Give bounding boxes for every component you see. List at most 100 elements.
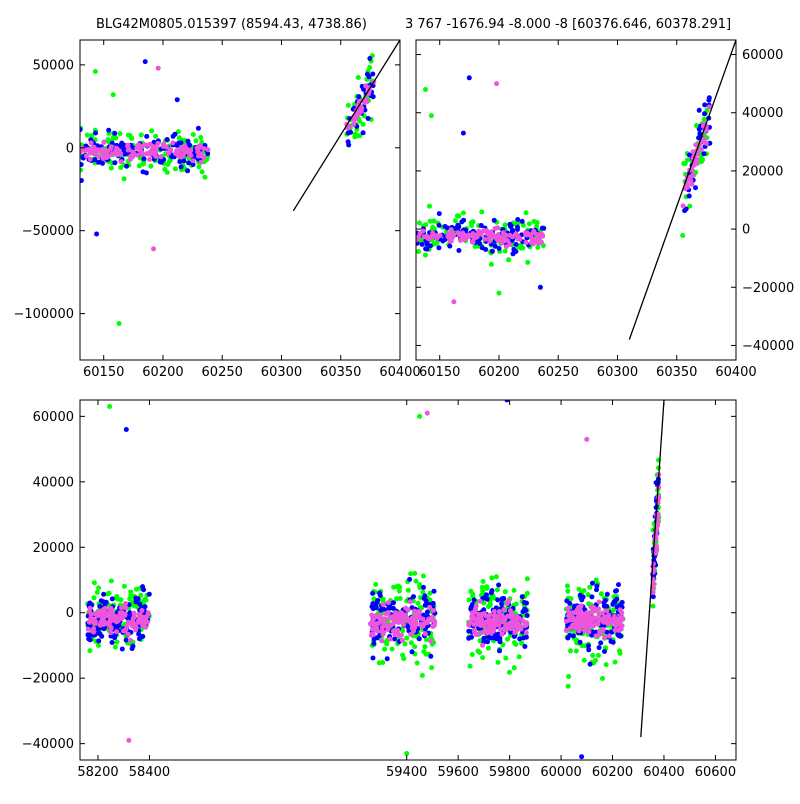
outlier-point bbox=[126, 737, 132, 743]
blue-point bbox=[195, 125, 201, 131]
magenta-point bbox=[376, 620, 382, 626]
magenta-point bbox=[698, 146, 704, 152]
magenta-point bbox=[596, 599, 602, 605]
green-point bbox=[565, 588, 571, 594]
panel-top-right: 60150 60200 60250 60300 60350 60400 60000 40000… bbox=[415, 39, 794, 380]
blue-point bbox=[170, 133, 176, 139]
green-point bbox=[617, 650, 623, 656]
green-point bbox=[502, 589, 508, 595]
green-point bbox=[80, 167, 84, 173]
green-point bbox=[87, 648, 93, 654]
blue-point bbox=[106, 127, 112, 133]
magenta-point bbox=[654, 543, 659, 549]
magenta-point bbox=[114, 618, 120, 624]
magenta-point bbox=[153, 144, 159, 150]
magenta-point bbox=[607, 618, 613, 624]
magenta-point bbox=[147, 157, 152, 162]
magenta-point bbox=[143, 624, 149, 630]
magenta-point bbox=[532, 237, 538, 243]
magenta-point bbox=[504, 624, 509, 630]
x-tick-label: 60250 bbox=[202, 365, 243, 380]
blue-point bbox=[469, 634, 474, 640]
magenta-point bbox=[688, 174, 694, 180]
magenta-point bbox=[600, 627, 606, 633]
magenta-point bbox=[473, 603, 479, 609]
magenta-point bbox=[496, 609, 502, 614]
magenta-point bbox=[494, 236, 500, 242]
blue-point bbox=[80, 178, 84, 183]
blue-point bbox=[345, 130, 351, 136]
green-point bbox=[94, 589, 100, 595]
y-tick-label: −40000 bbox=[22, 737, 74, 752]
blue-point bbox=[577, 592, 583, 598]
magenta-point bbox=[479, 630, 485, 636]
green-point bbox=[121, 583, 127, 589]
magenta-point bbox=[584, 613, 590, 619]
green-point bbox=[198, 135, 204, 140]
blue-point bbox=[409, 649, 415, 655]
green-point bbox=[587, 584, 593, 590]
magenta-point bbox=[385, 600, 391, 606]
magenta-point bbox=[101, 153, 107, 159]
blue-point bbox=[489, 588, 495, 594]
green-point bbox=[600, 676, 605, 681]
magenta-point bbox=[123, 605, 129, 611]
green-point bbox=[502, 248, 508, 254]
green-point bbox=[129, 136, 135, 141]
blue-point bbox=[416, 636, 422, 642]
green-point bbox=[480, 579, 486, 584]
green-point bbox=[428, 634, 434, 640]
green-point bbox=[520, 245, 526, 251]
blue-point bbox=[143, 170, 149, 176]
blue-point bbox=[109, 640, 115, 645]
green-point bbox=[405, 587, 411, 593]
green-point bbox=[680, 233, 686, 238]
magenta-point bbox=[591, 608, 597, 614]
magenta-point bbox=[110, 615, 116, 621]
outlier-point bbox=[537, 284, 543, 290]
magenta-point bbox=[113, 145, 119, 151]
panel-bottom: 58200 58400 59400 59600 59800 60000 60200 60400… bbox=[22, 399, 737, 780]
green-point bbox=[395, 583, 401, 589]
blue-point bbox=[424, 609, 430, 615]
green-point bbox=[427, 218, 433, 224]
axes-frame bbox=[415, 39, 737, 361]
magenta-point bbox=[88, 612, 94, 618]
axes-frame bbox=[79, 399, 737, 761]
magenta-point bbox=[448, 227, 454, 233]
blue-point bbox=[497, 648, 502, 654]
blue-point bbox=[686, 193, 692, 199]
magenta-point bbox=[586, 629, 592, 635]
green-point bbox=[590, 652, 596, 658]
y-tick-label: 40000 bbox=[33, 475, 74, 490]
magenta-point bbox=[504, 601, 510, 607]
green-point bbox=[142, 597, 148, 603]
magenta-point bbox=[114, 629, 119, 635]
blue-point bbox=[479, 245, 485, 251]
green-point bbox=[422, 644, 428, 650]
blue-point bbox=[146, 591, 152, 597]
green-point bbox=[149, 128, 155, 134]
magenta-point bbox=[563, 627, 569, 633]
blue-point bbox=[604, 591, 610, 597]
green-point bbox=[412, 570, 418, 576]
magenta-point bbox=[351, 121, 357, 127]
blue-point bbox=[499, 601, 505, 607]
blue-point bbox=[682, 208, 688, 214]
x-tick-label: 60250 bbox=[538, 365, 579, 380]
green-point bbox=[534, 220, 540, 225]
magenta-point bbox=[531, 228, 537, 234]
magenta-point bbox=[481, 227, 487, 233]
magenta-point bbox=[201, 146, 207, 152]
blue-point bbox=[484, 592, 489, 598]
green-point bbox=[382, 646, 388, 652]
magenta-point bbox=[128, 153, 134, 159]
green-point bbox=[397, 596, 403, 601]
green-point bbox=[507, 669, 512, 675]
green-point bbox=[612, 659, 618, 665]
magenta-point bbox=[430, 230, 436, 236]
green-point bbox=[423, 222, 429, 228]
green-point bbox=[495, 659, 501, 665]
magenta-point bbox=[91, 626, 97, 632]
magenta-point bbox=[180, 153, 185, 159]
